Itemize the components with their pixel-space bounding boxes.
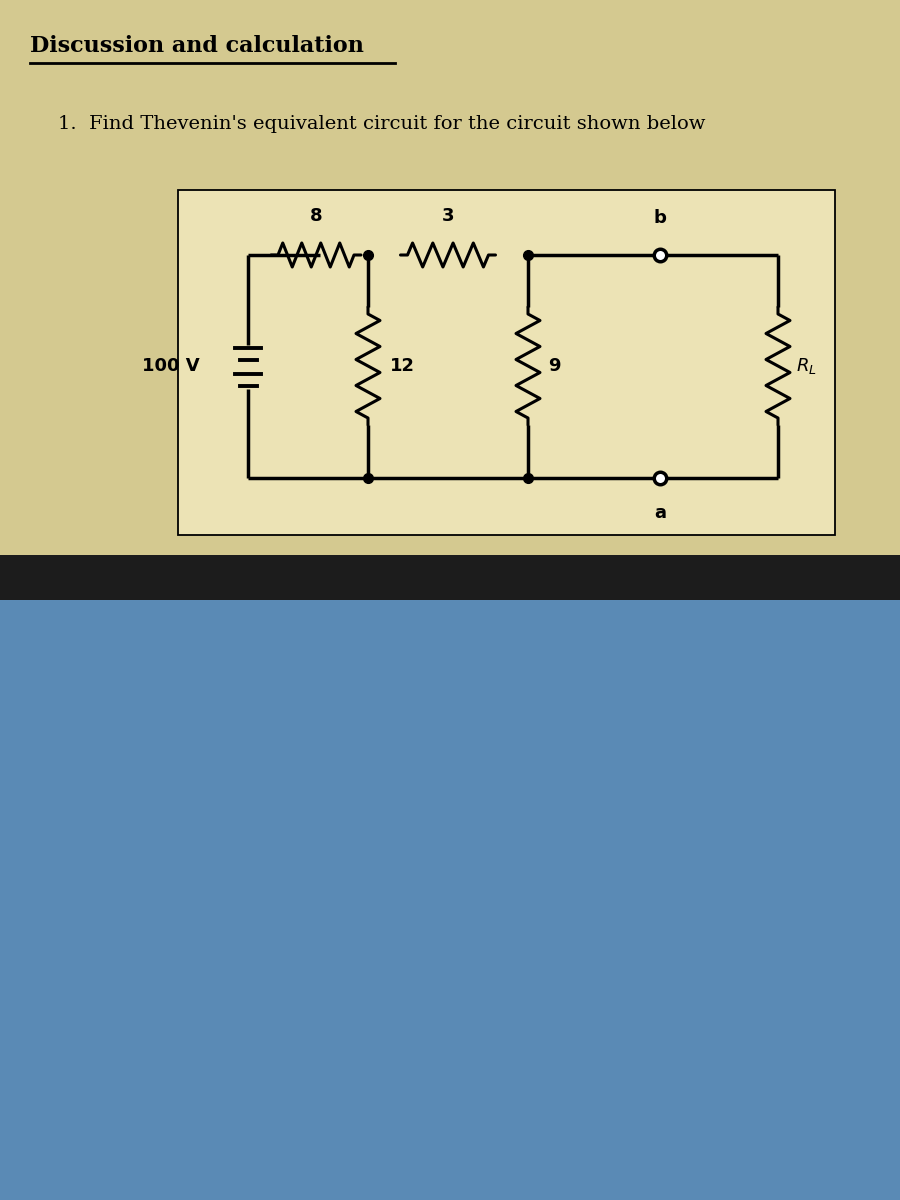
Text: 12: 12	[390, 358, 415, 374]
Text: b: b	[653, 209, 666, 227]
Text: 3: 3	[442, 206, 454, 226]
Text: a: a	[654, 504, 666, 522]
Text: 1.  Find Thevenin's equivalent circuit for the circuit shown below: 1. Find Thevenin's equivalent circuit fo…	[58, 115, 706, 133]
Text: $R_L$: $R_L$	[796, 356, 817, 376]
Text: 100 V: 100 V	[142, 358, 200, 374]
Bar	[0, 554, 900, 600]
Text: 9: 9	[548, 358, 561, 374]
Text: 8: 8	[310, 206, 322, 226]
Text: Discussion and calculation: Discussion and calculation	[30, 35, 364, 56]
Bar	[0, 0, 900, 554]
Bar	[178, 190, 835, 535]
